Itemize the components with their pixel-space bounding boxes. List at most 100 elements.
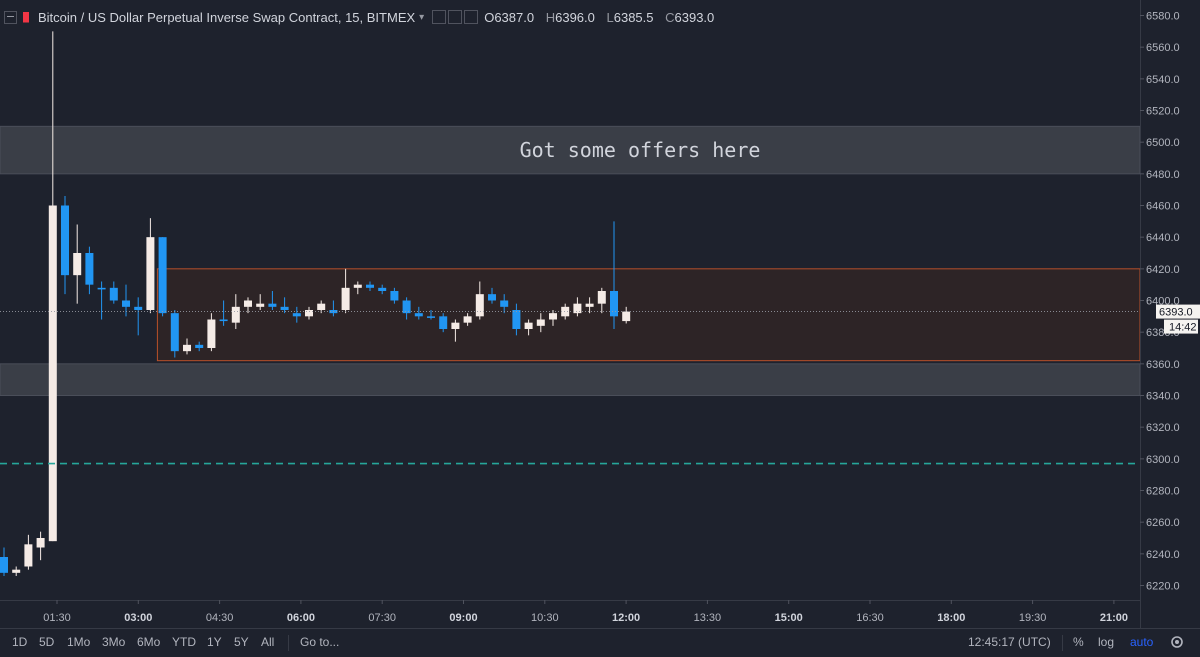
gear-icon[interactable] [1168,633,1186,651]
candle-body [610,291,618,317]
candle-body [134,306,143,310]
candle-body [292,313,301,317]
price-tick-label: 6540.0 [1146,74,1180,86]
candle [48,31,57,542]
price-tick-label: 6520.0 [1146,106,1180,118]
last-price-badge [1156,304,1200,319]
time-tick-label: 04:30 [206,612,234,624]
open-label: O [484,9,495,25]
toolbar-divider [1062,635,1063,651]
range-1mo[interactable]: 1Mo [67,635,91,649]
candle-body [475,294,484,317]
price-tick-label: 6400.0 [1146,296,1180,308]
candle-body [244,300,252,307]
auto-toggle[interactable]: auto [1130,635,1154,649]
settings-icon[interactable] [448,10,463,24]
candle [451,319,460,342]
range-5d[interactable]: 5D [39,635,55,649]
candle-body [549,313,557,320]
candle [439,313,448,333]
time-tick-label: 12:00 [612,612,640,624]
candle [231,294,240,329]
candle [134,297,143,336]
range-all[interactable]: All [261,635,275,649]
candle-body [146,237,155,310]
goto-button[interactable]: Go to... [300,635,340,649]
candle [573,297,582,317]
time-tick-label: 06:00 [287,612,315,624]
candle-body [585,303,594,307]
chart-canvas[interactable]: Got some offers here 6580.0 6560.0 6540.0 6… [0,0,1200,628]
expand-icon[interactable] [4,10,17,24]
candle [24,534,33,570]
candle-body [85,253,94,285]
high-label: H [545,9,556,25]
candle [317,300,326,314]
candle [219,300,228,326]
candle [378,284,387,295]
toolbar-divider [288,635,289,651]
candle [12,566,21,576]
candle [158,237,167,317]
candle [0,547,8,576]
candle-body [183,344,191,352]
percent-toggle[interactable]: % [1073,635,1084,649]
visibility-icon[interactable] [432,10,447,24]
range-1d[interactable]: 1D [12,635,28,649]
candle-body [12,569,21,573]
candle [610,221,618,329]
offers-annotation-text: Got some offers here [520,138,761,162]
close-label: C [665,9,675,25]
range-6mo[interactable]: 6Mo [137,635,161,649]
candle [207,313,216,352]
candle-body [24,544,33,567]
candle [292,306,301,323]
price-tick-label: 6360.0 [1146,359,1180,371]
candle [549,310,557,326]
candle [97,281,106,320]
candle [305,306,313,320]
candle-body [512,310,521,329]
symbol-title[interactable]: Bitcoin / US Dollar Perpetual Inverse Sw… [38,9,416,25]
chevron-down-icon[interactable]: ▾ [419,11,425,23]
candle-body [109,287,118,301]
candle [427,310,435,320]
candle-body [97,287,106,290]
time-tick-label: 01:30 [43,612,71,624]
remove-icon[interactable] [464,10,479,24]
candle [390,287,399,304]
candle [73,224,82,304]
price-tick-label: 6300.0 [1146,454,1180,466]
candle [512,303,521,336]
candle-body [207,319,216,348]
range-ytd[interactable]: YTD [172,635,196,649]
countdown-label: 14:42 [1169,322,1197,334]
open-value: 6387.0 [494,9,535,25]
candle-body [402,300,411,314]
utc-clock[interactable]: 12:45:17 (UTC) [968,635,1051,649]
chart-header: Bitcoin / US Dollar Perpetual Inverse Sw… [0,0,714,34]
range-3mo[interactable]: 3Mo [102,635,126,649]
time-tick-label: 13:30 [694,612,722,624]
candle-body [36,538,45,548]
log-toggle[interactable]: log [1098,635,1115,649]
price-tick-label: 6420.0 [1146,264,1180,276]
candle-body [195,344,204,348]
candle-body [500,300,509,307]
price-tick-label: 6480.0 [1146,169,1180,181]
candle [341,268,350,314]
candle [61,196,69,295]
ohlc-values: O6387.0 H6396.0 L6385.5 C6393.0 [484,10,714,25]
range-1y[interactable]: 1Y [207,635,222,649]
candle [402,297,411,320]
candle-body [61,205,69,276]
bitmex-logo-icon [23,11,30,23]
candle [353,281,362,295]
price-tick-label: 6580.0 [1146,11,1180,23]
candle [195,341,204,352]
candle-body [366,284,374,288]
range-5y[interactable]: 5Y [234,635,249,649]
price-tick-label: 6560.0 [1146,42,1180,54]
support-zone [0,363,1141,397]
